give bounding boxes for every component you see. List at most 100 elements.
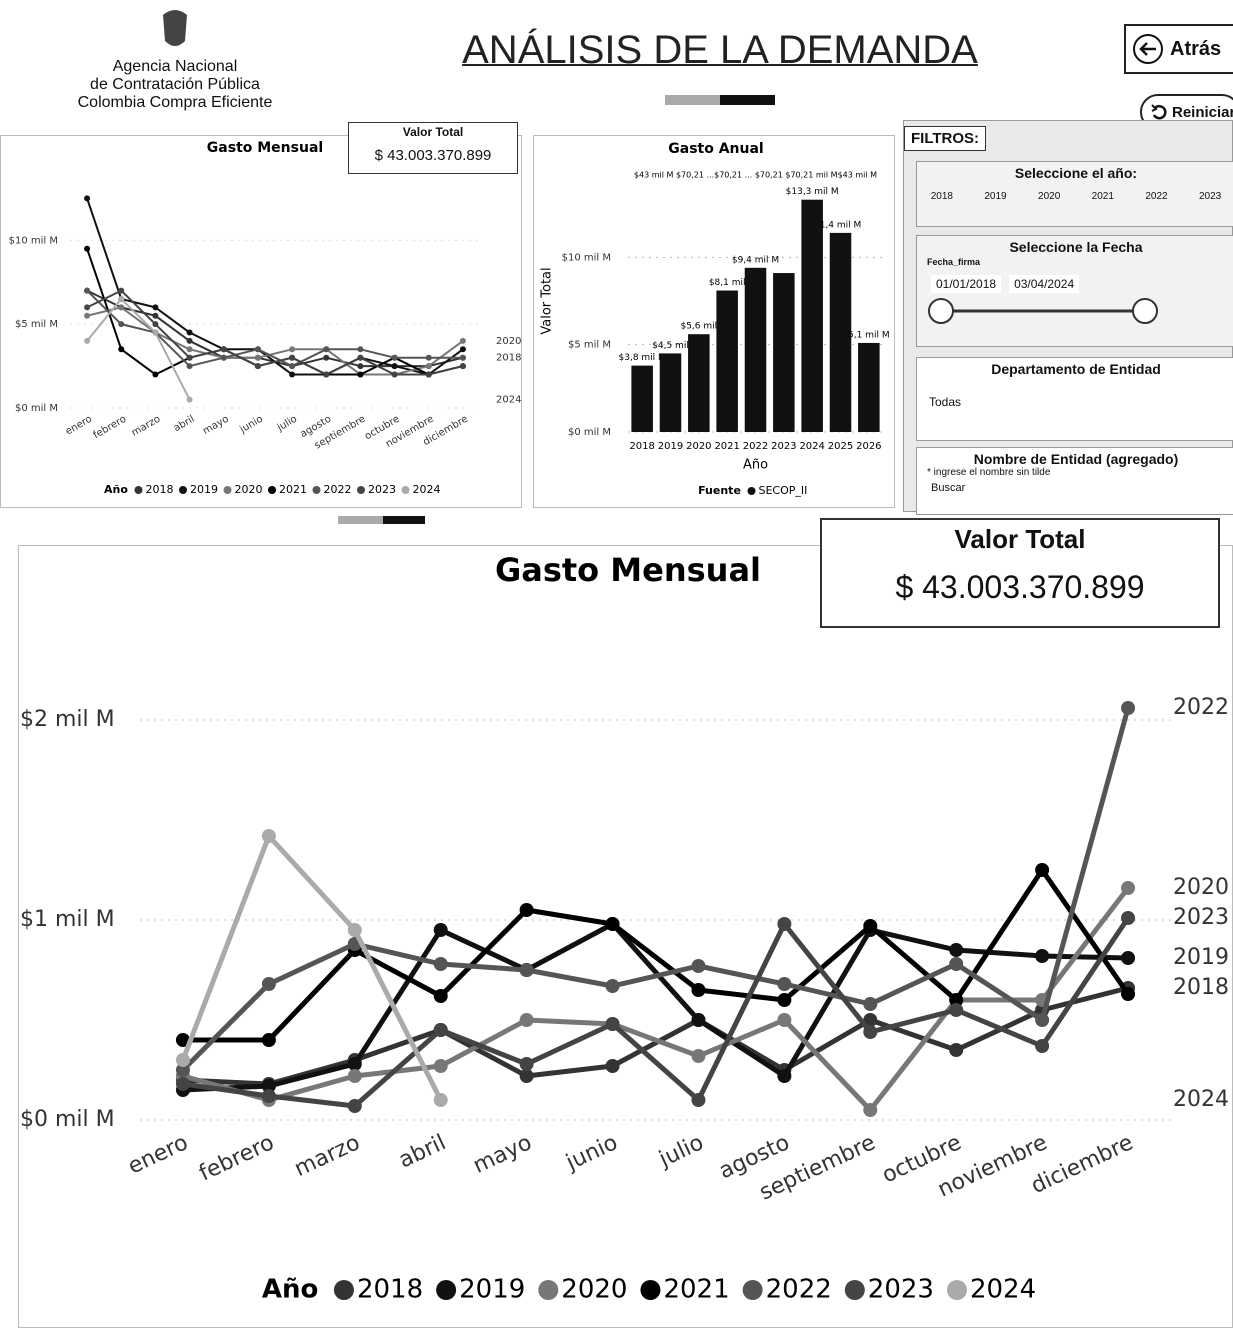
data-point bbox=[118, 287, 125, 294]
legend-title: Fuente bbox=[698, 484, 741, 497]
data-point bbox=[691, 1049, 706, 1063]
y-tick-label: $1 mil M bbox=[20, 907, 115, 932]
data-point bbox=[863, 1025, 878, 1039]
legend-label: 2018 bbox=[357, 1275, 423, 1305]
data-point bbox=[118, 304, 125, 311]
date-slider[interactable] bbox=[917, 293, 1233, 329]
data-point bbox=[118, 321, 125, 328]
field-name: Fecha_firma bbox=[927, 257, 981, 267]
data-point bbox=[863, 997, 878, 1011]
data-point bbox=[691, 959, 706, 973]
y-tick-label: $5 mil M bbox=[15, 319, 58, 330]
end-label: 2018 bbox=[1173, 975, 1229, 1000]
data-point bbox=[433, 1059, 448, 1073]
data-point bbox=[433, 1023, 448, 1037]
org-line: de Contratación Pública bbox=[90, 76, 260, 93]
data-point bbox=[357, 363, 364, 370]
data-point bbox=[433, 989, 448, 1003]
data-point bbox=[777, 993, 792, 1007]
filter-label: Departamento de Entidad bbox=[991, 361, 1161, 377]
data-point bbox=[519, 903, 534, 917]
data-point bbox=[186, 346, 193, 353]
data-point bbox=[519, 1057, 534, 1071]
data-point bbox=[118, 346, 125, 353]
year-chip[interactable]: 2020 bbox=[1038, 191, 1061, 202]
series-line bbox=[86, 298, 191, 401]
data-point bbox=[175, 1033, 190, 1047]
year-filter: Seleccione el año: 2018 2019 2020 2021 2022 2… bbox=[916, 161, 1233, 227]
date-input[interactable]: 03/04/2024 bbox=[1009, 275, 1080, 293]
data-point bbox=[186, 337, 193, 344]
data-point bbox=[175, 1053, 190, 1067]
data-point bbox=[261, 829, 276, 843]
data-point bbox=[220, 346, 227, 353]
data-point bbox=[459, 354, 466, 361]
back-label: Atrás bbox=[1170, 37, 1222, 60]
data-point bbox=[323, 346, 330, 353]
series-line bbox=[182, 867, 1131, 1043]
legend-marker bbox=[179, 486, 188, 494]
data-point bbox=[949, 943, 964, 957]
back-icon bbox=[1133, 34, 1163, 64]
y-tick-label: $10 mil M bbox=[9, 235, 58, 246]
y-tick-label: $2 mil M bbox=[20, 707, 115, 732]
data-point bbox=[1035, 863, 1050, 877]
data-point bbox=[459, 337, 466, 344]
data-point bbox=[425, 371, 432, 378]
end-label: 2018 bbox=[496, 353, 521, 364]
end-label: 2019 bbox=[1173, 945, 1229, 970]
series-line bbox=[86, 289, 464, 376]
data-point bbox=[261, 1079, 276, 1093]
data-point bbox=[949, 1003, 964, 1017]
data-point bbox=[186, 363, 193, 370]
data-point bbox=[1121, 701, 1136, 715]
data-point bbox=[459, 363, 466, 370]
year-chip[interactable]: 2022 bbox=[1145, 191, 1168, 202]
data-point bbox=[357, 354, 364, 361]
data-point bbox=[254, 346, 261, 353]
org-line: Colombia Compra Eficiente bbox=[77, 94, 273, 111]
date-input[interactable]: 01/01/2018 bbox=[931, 275, 1002, 293]
data-point bbox=[519, 1013, 534, 1027]
x-tick-label: 2021 bbox=[714, 441, 739, 452]
value-label: $5,6 mil bbox=[680, 322, 717, 332]
chart: Gasto Mensual $0 mil M $5 mil M $10 mil M en… bbox=[9, 140, 522, 496]
year-chip[interactable]: 2023 bbox=[1198, 191, 1222, 202]
year-chip[interactable]: 2018 bbox=[930, 191, 953, 202]
series-line bbox=[180, 833, 443, 1102]
filters-title: FILTROS: bbox=[904, 126, 987, 151]
data-point bbox=[777, 977, 792, 991]
department-filter: Departamento de Entidad Todas bbox=[916, 357, 1233, 441]
x-tick-label: abril bbox=[172, 414, 197, 435]
y-tick-label: $10 mil M bbox=[562, 252, 611, 263]
bar bbox=[659, 353, 682, 432]
series-line bbox=[181, 707, 1131, 1072]
data-point bbox=[605, 979, 620, 993]
bar bbox=[829, 232, 852, 432]
legend: Año 2018 2019 2020 2021 2022 2023 2024 bbox=[262, 1275, 1036, 1305]
bar bbox=[744, 267, 767, 432]
series-line bbox=[182, 985, 1129, 1087]
back-button[interactable]: Atrás bbox=[1124, 24, 1233, 74]
data-point bbox=[391, 363, 398, 370]
data-point bbox=[1121, 911, 1136, 925]
data-point bbox=[289, 371, 296, 378]
dropdown[interactable]: Todas bbox=[929, 395, 962, 409]
chart: Gasto Mensual $0 mil M $1 mil M $2 mil M ene… bbox=[20, 551, 1229, 1305]
data-point bbox=[347, 1057, 362, 1071]
data-point bbox=[118, 296, 125, 302]
legend-label: 2022 bbox=[766, 1275, 832, 1305]
year-chip[interactable]: 2021 bbox=[1091, 191, 1114, 202]
legend-label: 2022 bbox=[324, 483, 352, 496]
search-box[interactable]: Buscar bbox=[931, 482, 966, 494]
y-tick-label: $0 mil M bbox=[15, 403, 58, 414]
x-axis-label: Año bbox=[743, 458, 768, 473]
legend-label: 2018 bbox=[146, 483, 174, 496]
x-tick-label: 2023 bbox=[771, 441, 796, 452]
data-point bbox=[84, 304, 91, 311]
reset-icon bbox=[1151, 104, 1167, 120]
legend-label: 2021 bbox=[663, 1275, 729, 1305]
data-point bbox=[84, 312, 91, 319]
hint: * ingrese el nombre sin tilde bbox=[927, 467, 1051, 478]
year-chip[interactable]: 2019 bbox=[984, 191, 1007, 202]
